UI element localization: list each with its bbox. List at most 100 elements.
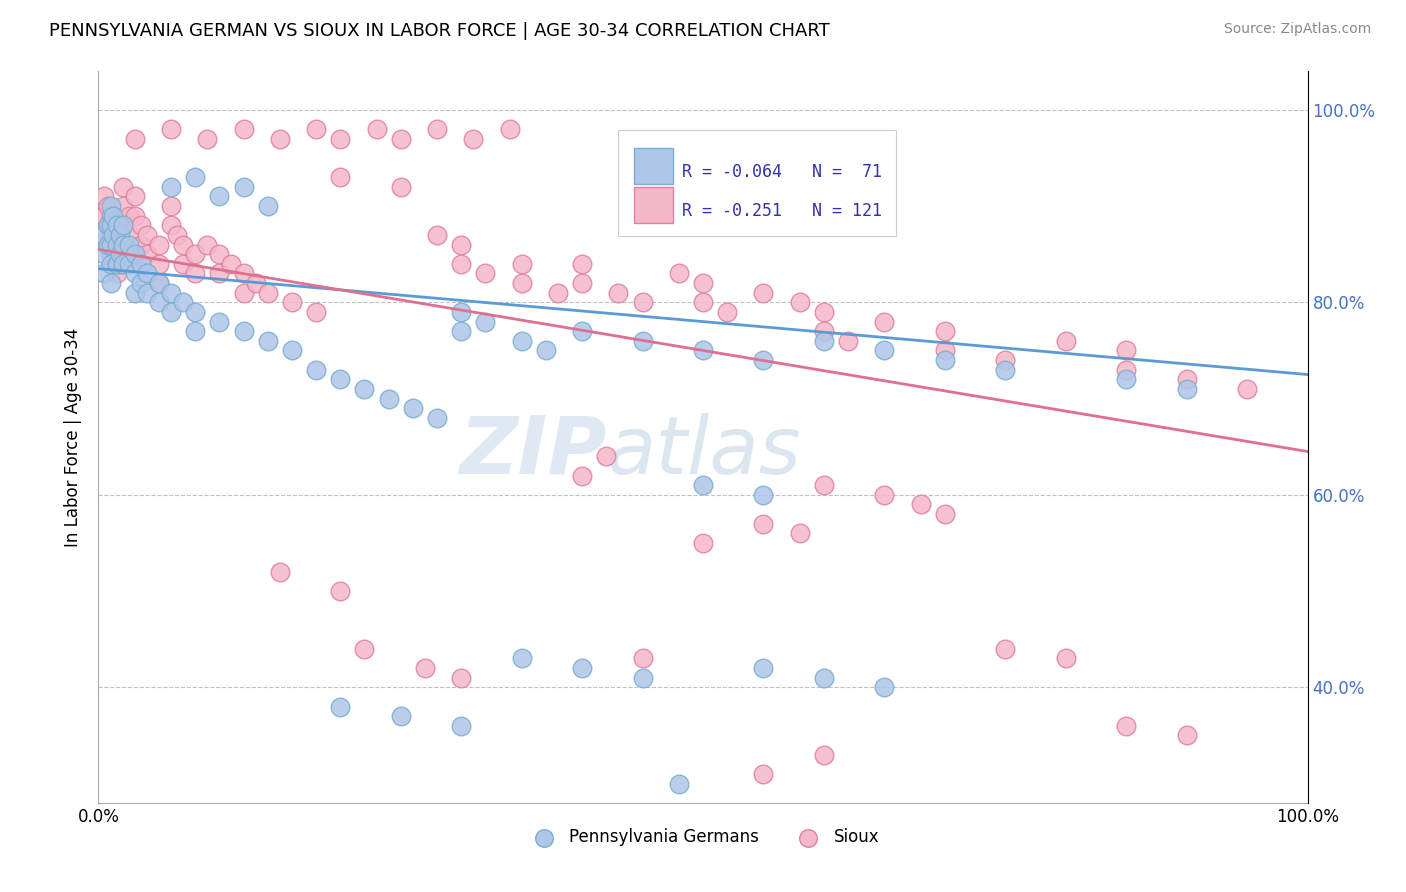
Text: R = -0.064   N =  71: R = -0.064 N = 71 (682, 163, 883, 181)
Point (450, 305, 472, 319)
Point (389, 709, 412, 723)
Point (1115, 343, 1137, 358)
Point (118, 257, 141, 271)
Point (1115, 372, 1137, 386)
Point (607, 285, 630, 300)
Point (813, 747, 835, 762)
Point (789, 526, 811, 541)
Point (934, 343, 956, 358)
Point (873, 681, 896, 695)
Point (389, 132, 412, 146)
Point (93, 227, 115, 242)
Point (135, 285, 157, 300)
Point (111, 179, 134, 194)
Legend: Pennsylvania Germans, Sioux: Pennsylvania Germans, Sioux (520, 822, 886, 853)
Point (124, 189, 146, 203)
Point (402, 401, 425, 416)
Point (129, 257, 152, 271)
Point (101, 219, 124, 233)
Point (108, 247, 131, 261)
Point (377, 392, 399, 406)
Point (571, 257, 593, 271)
Point (124, 209, 146, 223)
Point (105, 247, 128, 261)
Point (426, 410, 449, 425)
Point (571, 468, 593, 483)
Point (108, 237, 131, 252)
Point (329, 699, 352, 714)
Point (329, 372, 352, 386)
Text: Source: ZipAtlas.com: Source: ZipAtlas.com (1223, 22, 1371, 37)
Point (124, 285, 146, 300)
Point (232, 324, 254, 338)
Point (463, 132, 485, 146)
Point (510, 257, 533, 271)
Point (1054, 334, 1077, 348)
Point (873, 343, 896, 358)
Point (108, 257, 131, 271)
Text: R = -0.251   N = 121: R = -0.251 N = 121 (682, 202, 883, 219)
Point (256, 285, 278, 300)
Point (934, 324, 956, 338)
Point (752, 661, 775, 675)
Point (692, 343, 714, 358)
Text: PENNSYLVANIA GERMAN VS SIOUX IN LABOR FORCE | AGE 30-34 CORRELATION CHART: PENNSYLVANIA GERMAN VS SIOUX IN LABOR FO… (49, 22, 830, 40)
Point (450, 324, 472, 338)
Point (426, 227, 449, 242)
Point (510, 651, 533, 665)
Point (232, 122, 254, 136)
Point (208, 189, 231, 203)
Point (1175, 382, 1198, 396)
Point (148, 276, 170, 290)
FancyBboxPatch shape (619, 130, 897, 235)
Point (124, 267, 146, 281)
Point (232, 285, 254, 300)
Point (305, 305, 328, 319)
Point (160, 122, 183, 136)
Point (208, 267, 231, 281)
Point (474, 267, 496, 281)
Point (692, 276, 714, 290)
Point (245, 276, 267, 290)
Text: atlas: atlas (606, 413, 801, 491)
Point (873, 488, 896, 502)
Point (97, 199, 120, 213)
Point (413, 661, 436, 675)
Point (184, 267, 207, 281)
Point (353, 382, 375, 396)
Point (208, 315, 231, 329)
Point (111, 237, 134, 252)
Point (124, 247, 146, 261)
Point (353, 641, 375, 656)
Point (668, 776, 690, 790)
Point (160, 305, 183, 319)
Point (1054, 651, 1077, 665)
Point (474, 315, 496, 329)
Point (93, 227, 115, 242)
Point (129, 219, 152, 233)
Point (101, 209, 124, 223)
Point (498, 122, 520, 136)
Y-axis label: In Labor Force | Age 30-34: In Labor Force | Age 30-34 (65, 327, 83, 547)
Point (837, 334, 859, 348)
Point (129, 257, 152, 271)
Point (752, 488, 775, 502)
Point (752, 353, 775, 368)
Point (93, 267, 115, 281)
Point (934, 507, 956, 521)
Point (148, 295, 170, 310)
Point (100, 276, 122, 290)
Point (148, 237, 170, 252)
Point (160, 219, 183, 233)
Point (166, 227, 188, 242)
Point (510, 276, 533, 290)
Point (100, 199, 122, 213)
Point (160, 179, 183, 194)
Point (571, 276, 593, 290)
Point (450, 237, 472, 252)
Point (100, 257, 122, 271)
Point (160, 285, 183, 300)
Point (1115, 719, 1137, 733)
Point (1175, 372, 1198, 386)
Point (172, 237, 194, 252)
